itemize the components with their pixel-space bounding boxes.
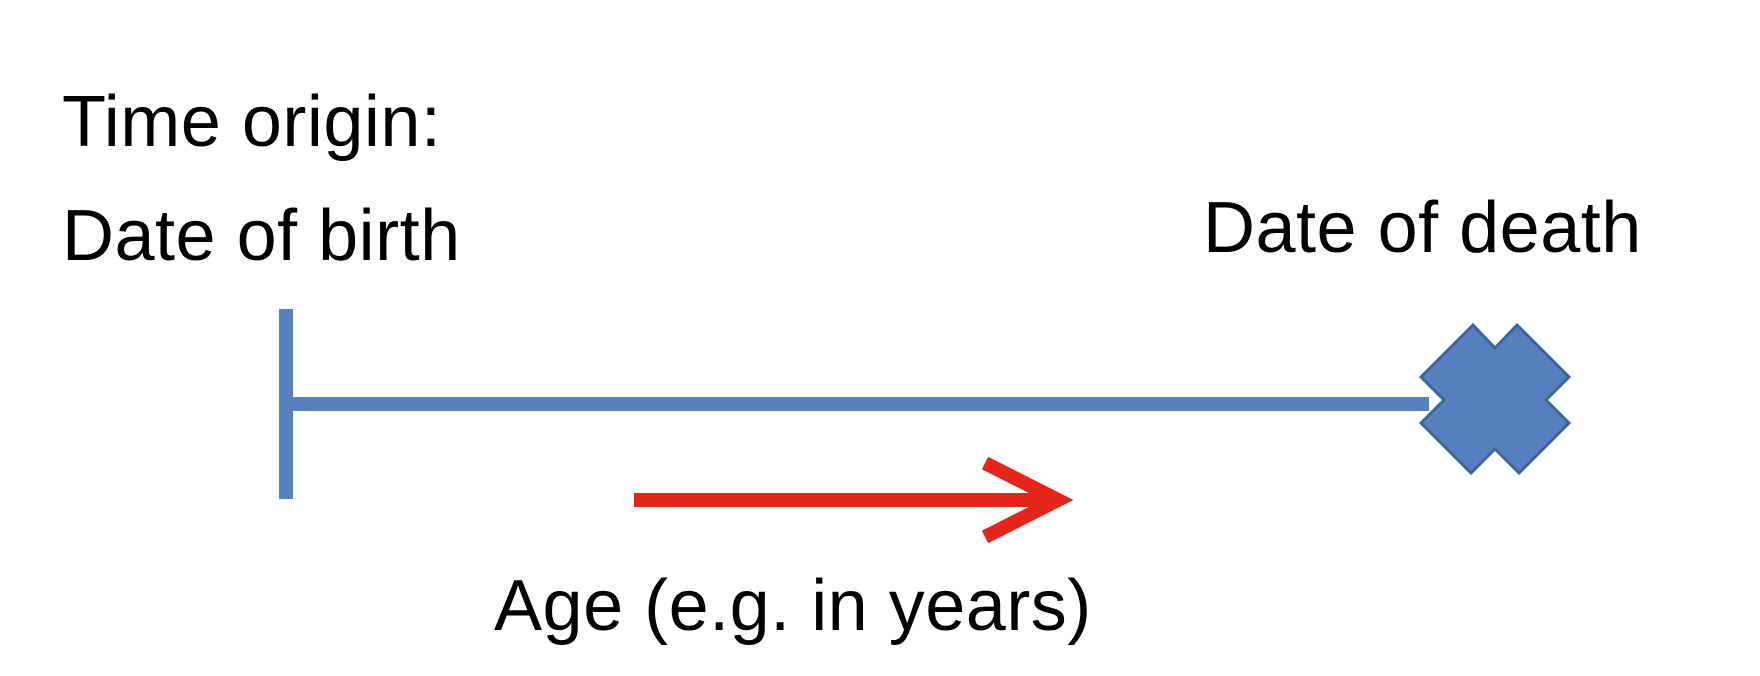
origin-subtitle: Date of birth bbox=[62, 196, 461, 276]
end-event-label: Date of death bbox=[1203, 188, 1642, 268]
arrow-right-icon bbox=[634, 456, 1074, 544]
x-cross-icon bbox=[1418, 322, 1572, 476]
time-axis-label: Age (e.g. in years) bbox=[494, 566, 1092, 646]
timeline-line bbox=[279, 397, 1429, 411]
origin-title: Time origin: bbox=[62, 82, 442, 162]
